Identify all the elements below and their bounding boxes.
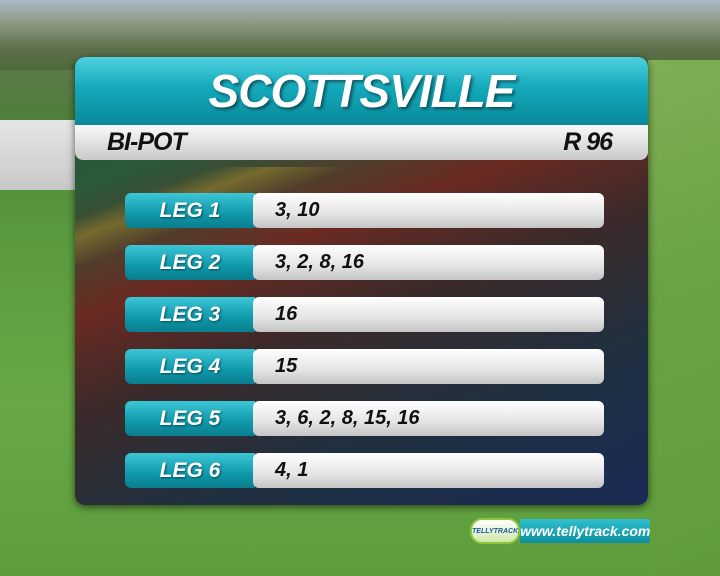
background-racetrack [648,60,720,576]
pool-name: BI-POT [107,128,187,156]
title-bar: SCOTTSVILLE [75,57,648,125]
venue-title: SCOTTSVILLE [208,65,516,117]
leg-runners: 3, 10 [253,193,604,228]
leg-label: LEG 1 [125,193,255,228]
leg-label: LEG 6 [125,453,255,488]
website-url: www.tellytrack.com [520,519,651,543]
leg-row: LEG 6 4, 1 [125,453,604,488]
background-marquee [0,120,75,190]
leg-row: LEG 3 16 [125,297,604,332]
leg-runners: 4, 1 [253,453,604,488]
leg-row: LEG 5 3, 6, 2, 8, 15, 16 [125,401,604,436]
leg-runners: 3, 6, 2, 8, 15, 16 [253,401,604,436]
leg-row: LEG 2 3, 2, 8, 16 [125,245,604,280]
tellytrack-logo: TELLYTRACK www.tellytrack.com [470,517,651,545]
leg-runners: 15 [253,349,604,384]
leg-runners: 16 [253,297,604,332]
leg-runners: 3, 2, 8, 16 [253,245,604,280]
leg-row: LEG 4 15 [125,349,604,384]
pool-bar: BI-POT R 96 [75,125,648,160]
leg-row: LEG 1 3, 10 [125,193,604,228]
leg-label: LEG 5 [125,401,255,436]
leg-label: LEG 2 [125,245,255,280]
leg-label: LEG 3 [125,297,255,332]
pool-amount: R 96 [563,128,613,156]
leg-label: LEG 4 [125,349,255,384]
tellytrack-badge: TELLYTRACK [470,518,521,544]
logo-text: TELLYTRACK [472,527,519,535]
